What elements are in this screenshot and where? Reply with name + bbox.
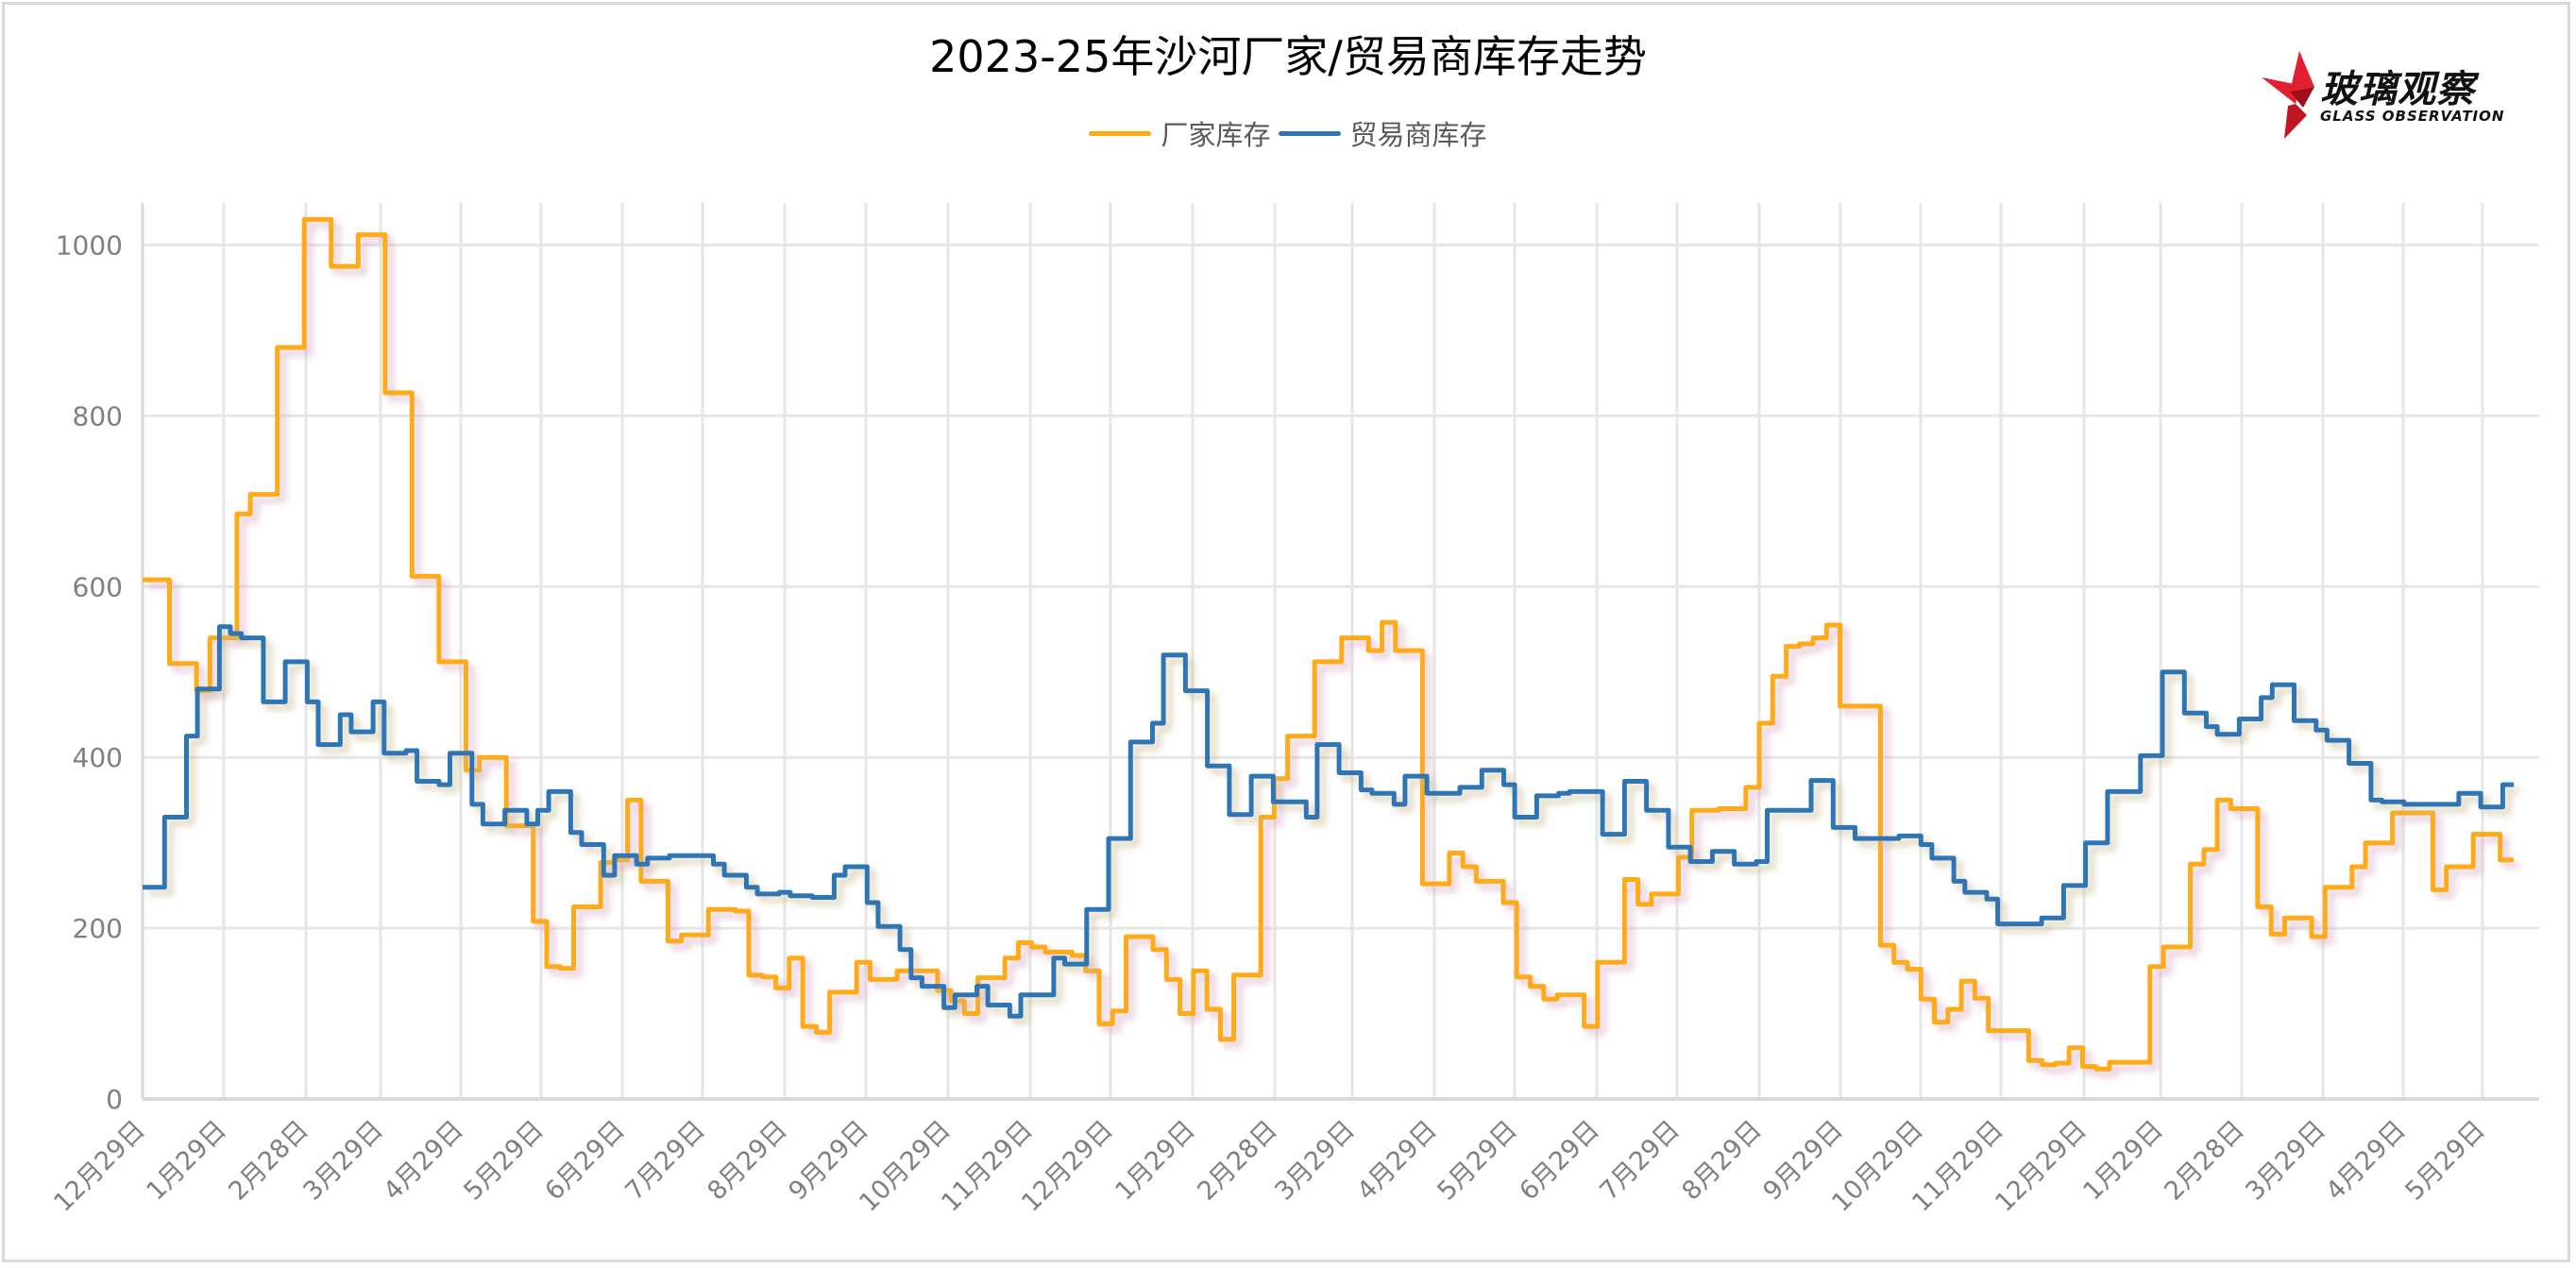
x-tick-label: 1月29日	[141, 1115, 232, 1207]
x-tick-label: 12月29日	[1990, 1115, 2093, 1218]
x-tick-label: 6月29日	[1514, 1115, 1605, 1207]
x-axis: 12月29日1月29日2月28日3月29日4月29日5月29日6月29日7月29…	[48, 1115, 2491, 1218]
x-tick-label: 3月29日	[297, 1115, 389, 1207]
x-tick-label: 2月28日	[1192, 1115, 1283, 1207]
x-tick-label: 5月29日	[2399, 1115, 2491, 1207]
legend-label-trader: 贸易商库存	[1349, 119, 1487, 151]
legend-item-manufacturer[interactable]: 厂家库存	[1089, 113, 1271, 153]
x-tick-label: 7月29日	[619, 1115, 711, 1207]
x-tick-label: 3月29日	[1269, 1115, 1361, 1207]
x-tick-label: 3月29日	[2240, 1115, 2331, 1207]
legend: 厂家库存 贸易商库存	[0, 113, 2576, 153]
legend-swatch-orange-icon	[1089, 130, 1152, 136]
x-tick-label: 8月29日	[702, 1115, 793, 1207]
x-tick-label: 5月29日	[1432, 1115, 1523, 1207]
x-tick-label: 6月29日	[539, 1115, 631, 1207]
x-tick-label: 5月29日	[458, 1115, 550, 1207]
x-tick-label: 4月29日	[1351, 1115, 1443, 1207]
y-tick-label: 0	[106, 1084, 123, 1115]
red-star-icon	[2262, 51, 2314, 139]
x-tick-label: 2月28日	[223, 1115, 314, 1207]
y-axis: 0 200 400 600 800 1000	[56, 230, 123, 1116]
x-tick-label: 4月29日	[2320, 1115, 2412, 1207]
y-tick-label: 1000	[56, 230, 123, 262]
y-tick-label: 200	[73, 913, 123, 944]
x-tick-label: 4月29日	[378, 1115, 469, 1207]
series-lines	[143, 216, 2514, 1072]
logo: 玻璃观察 GLASS OBSERVATION	[2262, 49, 2545, 144]
x-tick-label: 12月29日	[48, 1115, 151, 1218]
chart-title: 2023-25年沙河厂家/贸易商库存走势	[929, 31, 1647, 82]
y-tick-label: 400	[73, 742, 123, 773]
legend-swatch-blue-icon	[1278, 130, 1341, 136]
legend-item-trader[interactable]: 贸易商库存	[1278, 113, 1487, 153]
y-tick-label: 800	[73, 400, 123, 431]
x-tick-label: 7月29日	[1594, 1115, 1686, 1207]
x-tick-label: 2月28日	[2159, 1115, 2250, 1207]
legend-label-manufacturer: 厂家库存	[1161, 119, 1271, 151]
x-tick-label: 1月29日	[2077, 1115, 2169, 1207]
grid-lines	[141, 203, 2539, 1101]
logo-text-cn: 玻璃观察	[2320, 68, 2475, 111]
logo-text-en: GLASS OBSERVATION	[2320, 108, 2505, 125]
x-tick-label: 1月29日	[1110, 1115, 1201, 1207]
series-line-manufacturer	[143, 216, 2514, 1072]
series-line-trader	[143, 624, 2514, 1019]
y-tick-label: 600	[73, 571, 123, 602]
x-tick-label: 8月29日	[1676, 1115, 1768, 1207]
